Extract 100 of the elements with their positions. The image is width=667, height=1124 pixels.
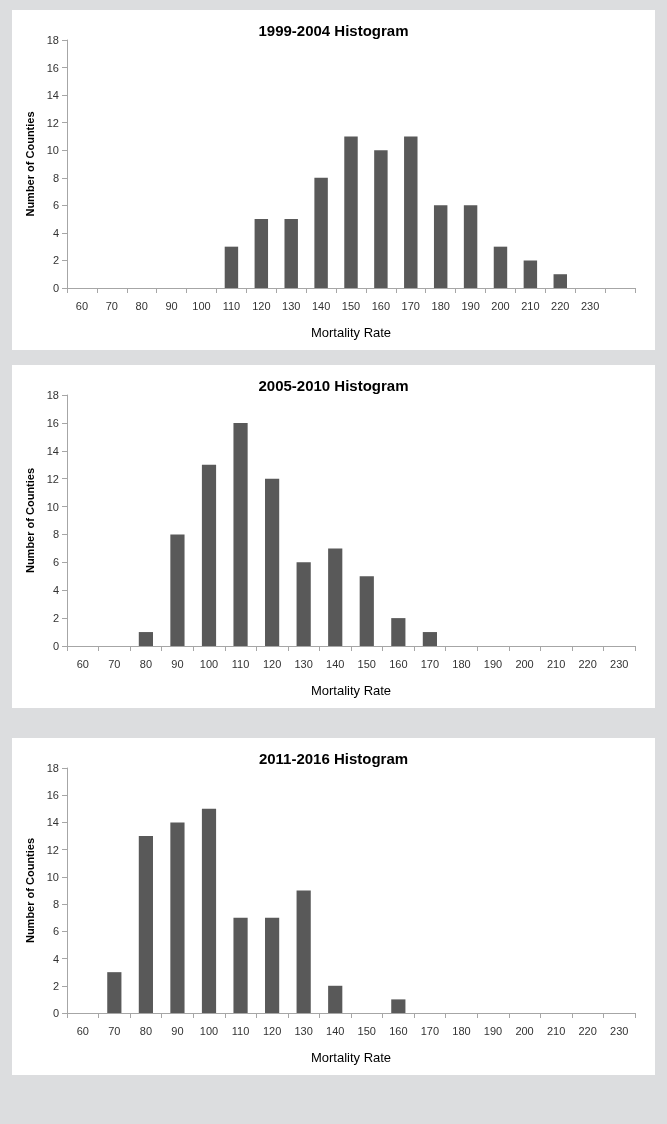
y-tick-label: 2 xyxy=(52,612,59,625)
y-tick-label: 8 xyxy=(52,898,59,911)
bar xyxy=(170,822,185,1013)
bar xyxy=(433,205,448,288)
bar xyxy=(314,177,328,288)
bar xyxy=(359,576,374,646)
x-tick-label: 120 xyxy=(262,657,282,670)
x-tick-label: 170 xyxy=(401,299,420,312)
y-tick-label: 0 xyxy=(52,1007,59,1019)
bar xyxy=(254,219,269,288)
x-tick-label: 170 xyxy=(420,657,440,670)
x-tick-label: 150 xyxy=(357,657,376,670)
chart-title: 2005-2010 Histogram xyxy=(258,377,409,394)
x-tick-label: 130 xyxy=(294,657,313,670)
x-tick-label: 70 xyxy=(108,657,121,670)
x-tick-label: 130 xyxy=(282,299,301,312)
x-tick-label: 180 xyxy=(452,1024,471,1037)
chart-title: 1999-2004 Histogram xyxy=(258,22,409,39)
bar xyxy=(233,917,248,1013)
bar xyxy=(201,464,217,646)
y-tick-label: 4 xyxy=(52,952,59,965)
x-tick-label: 100 xyxy=(192,299,211,312)
x-tick-label: 170 xyxy=(420,1024,440,1037)
x-tick-label: 140 xyxy=(326,657,345,670)
x-tick-label: 230 xyxy=(610,1024,629,1037)
x-tick-label: 220 xyxy=(551,299,570,312)
x-tick-label: 100 xyxy=(199,1024,219,1037)
bar xyxy=(523,260,538,288)
y-tick-label: 4 xyxy=(52,226,59,239)
x-tick-label: 160 xyxy=(389,657,408,670)
y-tick-label: 8 xyxy=(52,171,59,184)
bar xyxy=(296,562,311,646)
x-tick-label: 180 xyxy=(431,299,450,312)
bar xyxy=(284,219,298,288)
y-tick-label: 12 xyxy=(46,116,59,129)
y-tick-label: 2 xyxy=(52,979,59,992)
x-tick-label: 200 xyxy=(515,657,534,670)
bar xyxy=(265,917,280,1013)
x-tick-label: 90 xyxy=(171,1024,184,1037)
y-tick-label: 16 xyxy=(46,61,59,74)
x-tick-label: 140 xyxy=(326,1024,345,1037)
x-tick-label: 190 xyxy=(483,657,503,670)
y-axis-title: Number of Counties xyxy=(23,467,36,574)
bar xyxy=(138,632,153,646)
y-tick-label: 8 xyxy=(52,528,59,541)
x-tick-label: 120 xyxy=(262,1024,282,1037)
x-axis-title: Mortality Rate xyxy=(310,683,392,698)
x-tick-label: 140 xyxy=(311,299,331,312)
x-tick-label: 60 xyxy=(76,1024,89,1037)
x-tick-label: 80 xyxy=(135,299,148,312)
y-tick-label: 16 xyxy=(46,416,59,429)
y-tick-label: 12 xyxy=(46,843,59,856)
y-tick-label: 14 xyxy=(46,89,59,102)
x-tick-label: 160 xyxy=(371,299,391,312)
y-axis-title: Number of Counties xyxy=(23,111,36,217)
x-tick-label: 230 xyxy=(580,299,600,312)
x-tick-label: 200 xyxy=(491,299,510,312)
bar xyxy=(374,150,388,288)
bar xyxy=(344,136,358,288)
x-tick-label: 210 xyxy=(546,657,566,670)
x-tick-label: 110 xyxy=(222,299,241,312)
y-tick-label: 14 xyxy=(46,444,59,457)
x-tick-label: 120 xyxy=(252,299,271,312)
y-tick-label: 10 xyxy=(46,870,59,883)
bar xyxy=(265,478,280,646)
chart-title: 2011-2016 Histogram xyxy=(258,750,409,767)
y-tick-label: 14 xyxy=(46,816,59,829)
x-tick-label: 100 xyxy=(199,657,219,670)
y-tick-label: 10 xyxy=(46,144,59,157)
bar xyxy=(224,246,239,288)
bar xyxy=(404,136,418,288)
x-tick-label: 90 xyxy=(165,299,178,312)
bar xyxy=(493,246,508,288)
x-tick-label: 220 xyxy=(578,1024,597,1037)
x-tick-label: 60 xyxy=(75,299,89,312)
y-tick-label: 16 xyxy=(46,789,59,802)
bar xyxy=(328,985,343,1013)
bar xyxy=(233,422,248,646)
x-tick-label: 80 xyxy=(139,657,153,670)
bar xyxy=(296,890,311,1013)
x-tick-label: 150 xyxy=(341,299,361,312)
y-tick-label: 18 xyxy=(46,389,59,401)
y-tick-label: 6 xyxy=(52,199,59,212)
x-tick-label: 190 xyxy=(461,299,480,312)
y-tick-label: 6 xyxy=(52,556,59,569)
x-tick-label: 180 xyxy=(452,657,471,670)
x-axis-title: Mortality Rate xyxy=(310,325,392,340)
y-tick-label: 6 xyxy=(52,925,59,938)
x-axis-title: Mortality Rate xyxy=(310,1050,392,1065)
y-axis-title: Number of Counties xyxy=(23,837,36,944)
bar xyxy=(107,972,122,1013)
bar xyxy=(328,548,343,646)
y-tick-label: 0 xyxy=(52,640,59,652)
x-tick-label: 70 xyxy=(108,1024,121,1037)
y-tick-label: 18 xyxy=(46,34,59,46)
y-tick-label: 12 xyxy=(46,472,59,485)
x-tick-label: 110 xyxy=(231,1024,250,1037)
x-tick-label: 150 xyxy=(357,1024,376,1037)
y-tick-label: 2 xyxy=(52,254,59,267)
bar xyxy=(391,999,406,1013)
